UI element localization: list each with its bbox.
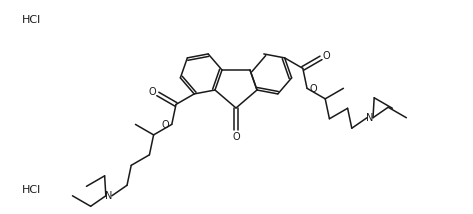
Text: N: N: [366, 113, 374, 123]
Text: HCl: HCl: [22, 185, 41, 195]
Text: O: O: [149, 87, 157, 97]
Text: O: O: [232, 132, 240, 142]
Text: HCl: HCl: [22, 15, 41, 25]
Text: O: O: [162, 120, 170, 130]
Text: N: N: [105, 191, 113, 201]
Text: O: O: [322, 51, 330, 61]
Text: O: O: [309, 84, 317, 94]
